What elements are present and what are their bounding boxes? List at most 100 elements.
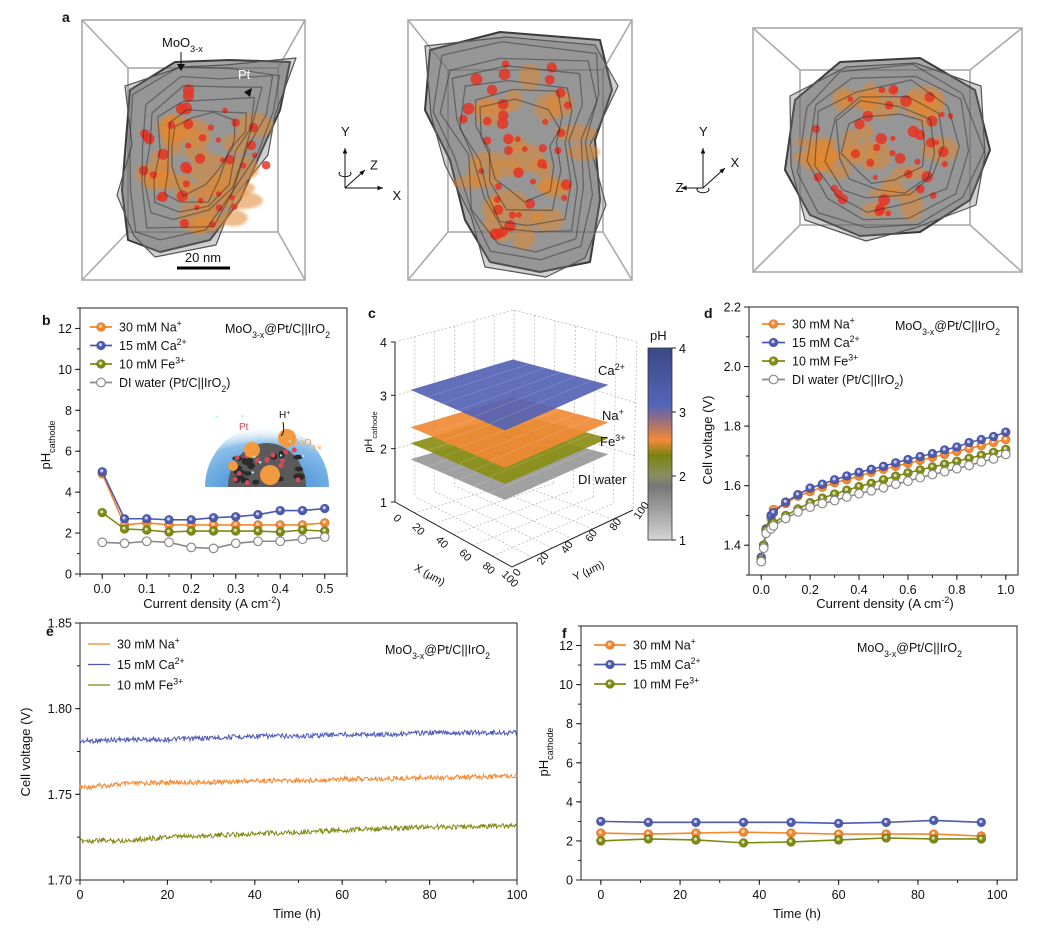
data-point-highlight xyxy=(881,463,885,468)
pt-particle xyxy=(900,95,912,107)
text-segment: 30 mM Na xyxy=(117,638,175,652)
pt-particle xyxy=(149,171,158,179)
y-tick-label: 8 xyxy=(65,404,72,418)
legend-entry: 30 mM Na+ xyxy=(88,636,180,652)
data-point-highlight xyxy=(979,836,983,840)
pt-particle xyxy=(542,118,549,126)
contour-line xyxy=(796,63,986,229)
moo3-domain xyxy=(566,143,600,161)
pt-particle xyxy=(194,204,200,211)
data-point-highlight xyxy=(255,522,260,526)
legend-label: 10 mM Fe3+ xyxy=(633,676,699,692)
surface-texture xyxy=(490,380,592,424)
data-point xyxy=(208,543,219,554)
pt-particle xyxy=(283,449,289,455)
legend-entry: 15 mM Ca2+ xyxy=(762,334,860,350)
pt-particle xyxy=(185,142,192,149)
text-segment: MoO xyxy=(385,643,412,657)
legend-entry: 30 mM Na+ xyxy=(762,316,855,332)
pt-particle xyxy=(890,135,896,141)
bounding-box-outer xyxy=(81,19,306,281)
surface-texture xyxy=(442,367,545,404)
data-point-highlight xyxy=(930,451,934,455)
pt-particle xyxy=(563,101,572,110)
floor-grid-line xyxy=(453,489,574,535)
text-segment: 30 mM Na xyxy=(792,318,850,332)
data-point-highlight xyxy=(905,457,910,461)
pt-particle xyxy=(180,161,192,174)
layer-label: Fe3+ xyxy=(600,433,626,449)
pt-particle xyxy=(812,124,821,134)
x-axis-title: X (μm) xyxy=(412,562,447,589)
data-point xyxy=(841,492,852,502)
pt-particle xyxy=(194,153,206,164)
pt-label: Pt xyxy=(239,422,249,433)
layer-label: Ca2+ xyxy=(598,362,625,378)
x-axis-title: Current density (A cm-2) xyxy=(143,595,280,611)
series-line xyxy=(79,728,518,745)
arrowhead-icon xyxy=(700,148,706,154)
pt-particle xyxy=(891,86,898,93)
pt-particle xyxy=(847,96,854,102)
pt-particle xyxy=(478,168,485,175)
pt-particle xyxy=(554,147,562,155)
text-segment: H xyxy=(279,410,286,421)
pt-particle xyxy=(240,162,247,169)
pt-particle xyxy=(834,189,843,199)
data-point-highlight xyxy=(278,508,282,512)
x-tick-label: 60 xyxy=(335,888,349,902)
data-point-highlight xyxy=(741,819,745,824)
pt-particle xyxy=(497,99,509,110)
data-point-highlight xyxy=(233,528,237,532)
x-tick-label: 60 xyxy=(456,547,473,564)
pt-particle xyxy=(929,192,937,199)
pore xyxy=(243,471,252,476)
text-segment: -2 xyxy=(268,595,276,605)
text-segment: 30 mM Na xyxy=(633,639,691,653)
data-point-highlight xyxy=(1003,446,1007,451)
data-point-highlight xyxy=(322,520,326,524)
data-point-highlight xyxy=(808,485,812,489)
pt-particle xyxy=(915,184,925,194)
x-tick-label: 40 xyxy=(248,888,262,902)
box-right-edge xyxy=(632,341,638,511)
data-point-highlight xyxy=(966,440,971,444)
contour-line xyxy=(479,98,561,203)
series-3 xyxy=(756,449,1011,567)
box-edge xyxy=(81,19,129,69)
data-point-highlight xyxy=(607,642,612,646)
pt-particle xyxy=(231,118,240,127)
y-tick-label: 40 xyxy=(559,539,576,556)
legend-label: 15 mM Ca2+ xyxy=(792,334,860,350)
pt-particle xyxy=(278,463,284,469)
data-point-highlight xyxy=(233,522,237,526)
pt-particle xyxy=(207,124,214,131)
series-1 xyxy=(756,427,1011,562)
text-segment: 2 xyxy=(894,381,899,391)
y-tick-label: 4 xyxy=(65,486,72,500)
data-point-highlight xyxy=(646,836,650,840)
legend-entry: 10 mM Fe3+ xyxy=(762,353,858,369)
pt-particle xyxy=(138,165,149,176)
scale-bar-label: 20 nm xyxy=(185,250,221,265)
data-point-highlight xyxy=(881,477,885,481)
pt-particle xyxy=(493,196,501,203)
floor-grid-line xyxy=(434,490,553,549)
proton-dot xyxy=(258,434,261,438)
y-tick-label: 6 xyxy=(65,445,72,459)
data-point-highlight xyxy=(98,361,103,365)
box-edge xyxy=(407,231,449,281)
data-point-highlight xyxy=(836,820,840,825)
text-segment: 3-x xyxy=(190,44,203,54)
pt-particle xyxy=(862,110,874,122)
moo3-domain xyxy=(223,132,252,155)
floor-grid-line xyxy=(414,476,534,514)
pt-particle xyxy=(180,102,193,115)
legend-entry: 10 mM Fe3+ xyxy=(88,677,183,693)
pt-particle xyxy=(495,183,502,190)
data-point-highlight xyxy=(931,818,935,822)
data-point xyxy=(854,488,864,499)
rotation-icon xyxy=(338,171,352,178)
z-tick-label: 3 xyxy=(380,389,387,403)
contour-line xyxy=(143,85,263,221)
